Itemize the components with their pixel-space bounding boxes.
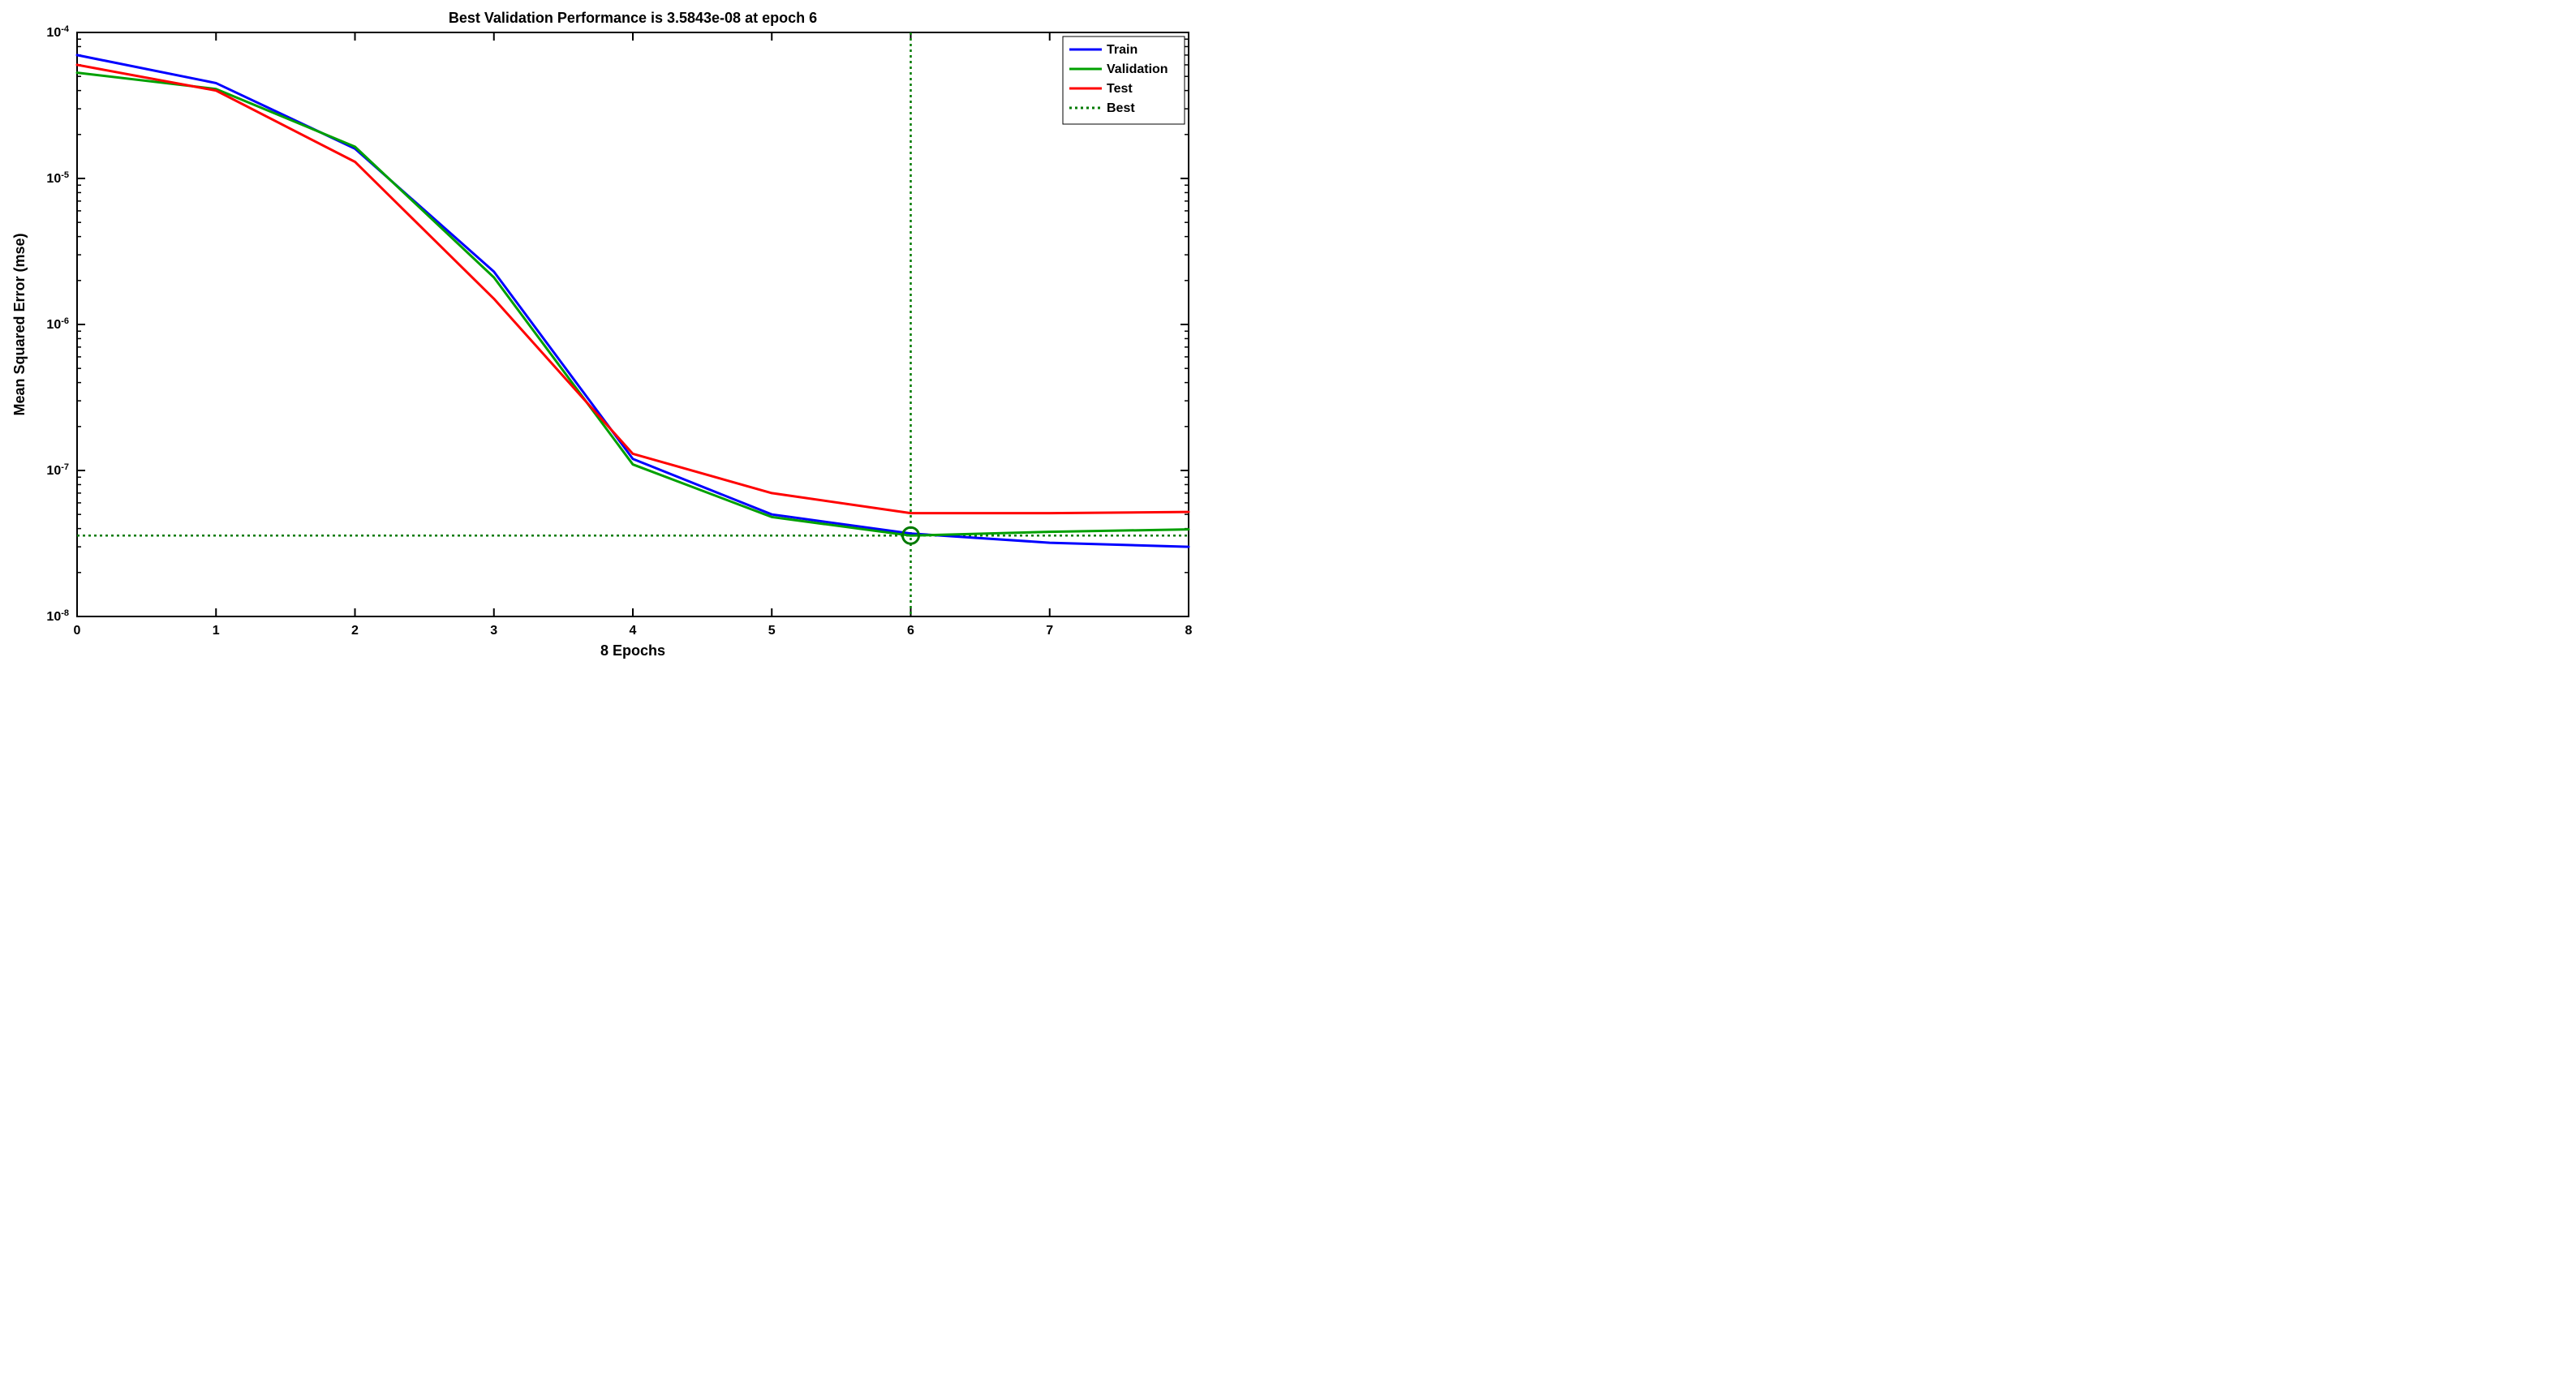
x-axis-label: 8 Epochs [600,642,665,659]
x-tick-label: 0 [74,624,81,638]
x-tick-label: 8 [1185,624,1193,638]
legend-label-train: Train [1107,43,1137,57]
y-tick-label: 10-5 [46,170,69,186]
y-axis-label: Mean Squared Error (mse) [11,233,28,415]
legend-label-test: Test [1107,82,1133,96]
performance-chart: 0 1 2 3 4 5 6 7 8 10-8 10-7 10-6 10-5 10-4 Best Valida… [0,0,1217,659]
chart-title: Best Validation Performance is 3.5843e-0… [449,10,817,26]
x-tick-label: 3 [490,624,497,638]
legend-label-best: Best [1107,101,1135,115]
x-tick-label: 2 [351,624,359,638]
x-tick-label: 1 [213,624,220,638]
x-tick-label: 6 [907,624,914,638]
y-tick-label: 10-4 [46,24,69,40]
y-tick-label: 10-8 [46,608,69,624]
legend-label-validation: Validation [1107,62,1168,76]
y-tick-label: 10-7 [46,462,69,478]
x-tick-label: 5 [768,624,776,638]
x-tick-label: 7 [1046,624,1053,638]
x-tick-label: 4 [630,624,637,638]
y-tick-label: 10-6 [46,316,69,332]
